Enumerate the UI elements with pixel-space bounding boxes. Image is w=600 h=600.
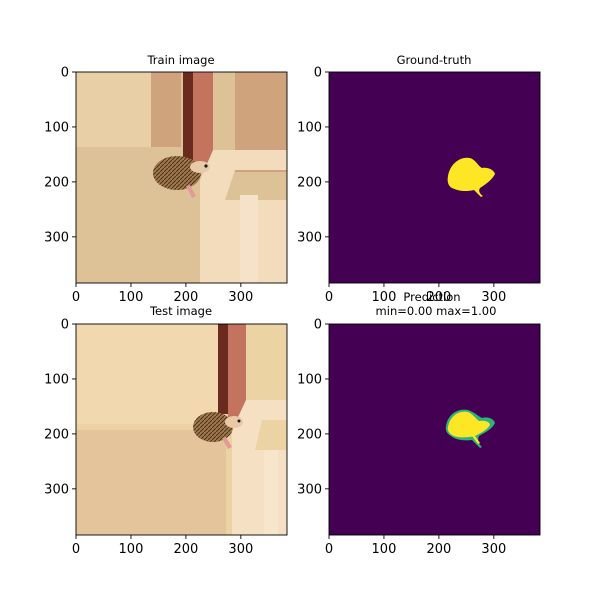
ground-truth-mask xyxy=(329,72,540,283)
panel-train-image: Train image 0 100 200 300 0 100 200 300 xyxy=(44,53,288,306)
x-tick-label: 0 xyxy=(325,290,333,305)
photo-floor-light xyxy=(240,195,258,283)
x-tick-label: 200 xyxy=(426,542,451,557)
axes-ticks-ground-truth: 0 100 200 300 0 100 200 300 xyxy=(297,66,506,306)
photo-hedgehog-eye xyxy=(237,419,241,423)
axes-frame-test xyxy=(75,323,288,536)
axes-frame-ground-truth xyxy=(328,71,541,284)
mask-hedgehog xyxy=(447,157,495,197)
photo-door-dark xyxy=(183,72,193,162)
mask-background xyxy=(329,324,540,535)
y-tick-label: 300 xyxy=(44,482,69,497)
axes-ticks-prediction: 0 100 200 300 0 100 200 300 xyxy=(297,318,506,558)
x-tick-label: 300 xyxy=(481,290,506,305)
panel-test-image: Test image 0 100 200 300 0 100 200 300 xyxy=(44,304,288,558)
y-tick-label: 0 xyxy=(314,66,322,81)
panel-subtitle-prediction: min=0.00 max=1.00 xyxy=(376,304,497,318)
mask-background xyxy=(329,72,540,283)
photo-wall-strip xyxy=(151,72,181,147)
y-tick-label: 200 xyxy=(44,427,69,442)
panel-prediction: Prediction min=0.00 max=1.00 0 100 200 3000… xyxy=(297,290,541,558)
photo-hedgehog-body xyxy=(193,412,233,442)
photo-floor-light xyxy=(264,450,278,535)
panel-title-ground-truth: Ground-truth xyxy=(397,53,472,67)
y-tick-label: 300 xyxy=(44,230,69,245)
x-tick-label: 100 xyxy=(119,290,144,305)
axes-ticks-test: 0 100 200 300 0 100 200 300 xyxy=(44,318,253,558)
y-tick-label: 200 xyxy=(297,175,322,190)
photo-hedgehog-foot xyxy=(222,437,232,449)
photo-wall-upper-left xyxy=(76,72,151,147)
x-tick-label: 100 xyxy=(372,290,397,305)
x-tick-label: 300 xyxy=(228,542,253,557)
photo-hedgehog-body xyxy=(153,156,201,190)
train-image-photo xyxy=(76,72,287,283)
x-tick-label: 0 xyxy=(72,542,80,557)
y-tick-label: 100 xyxy=(297,120,322,135)
x-tick-label: 0 xyxy=(72,290,80,305)
photo-hedgehog-foot xyxy=(186,185,196,198)
axes-frame-train xyxy=(75,71,288,284)
x-tick-label: 100 xyxy=(119,542,144,557)
panel-ground-truth: Ground-truth 0 100 200 300 0 100 200 300 xyxy=(297,53,541,306)
x-tick-label: 200 xyxy=(173,542,198,557)
photo-hedgehog-face xyxy=(190,161,210,173)
y-tick-label: 100 xyxy=(44,120,69,135)
y-tick-label: 0 xyxy=(314,318,322,333)
y-tick-label: 100 xyxy=(44,372,69,387)
photo-door-frame xyxy=(193,72,213,167)
photo-hedgehog-face xyxy=(225,416,243,428)
x-tick-label: 200 xyxy=(173,290,198,305)
mask-hedgehog-foot xyxy=(472,436,480,444)
photo-door-frame xyxy=(228,324,246,419)
y-tick-label: 200 xyxy=(297,427,322,442)
panel-title-prediction: Prediction xyxy=(403,290,460,304)
y-tick-label: 0 xyxy=(61,66,69,81)
photo-door-dark xyxy=(218,324,228,414)
test-image-photo xyxy=(76,324,287,535)
x-tick-label: 300 xyxy=(481,542,506,557)
x-tick-label: 100 xyxy=(372,542,397,557)
photo-wall-upper-left xyxy=(76,324,226,424)
panel-title-train: Train image xyxy=(146,53,214,67)
mask-hedgehog xyxy=(447,411,490,438)
axes-frame-prediction xyxy=(328,323,541,536)
axes-ticks-train: 0 100 200 300 0 100 200 300 xyxy=(44,66,253,306)
x-tick-label: 300 xyxy=(228,290,253,305)
y-tick-label: 0 xyxy=(61,318,69,333)
y-tick-label: 100 xyxy=(297,372,322,387)
y-tick-label: 300 xyxy=(297,230,322,245)
panel-title-test: Test image xyxy=(149,304,212,318)
prediction-mask xyxy=(329,324,540,535)
x-tick-label: 0 xyxy=(325,542,333,557)
y-tick-label: 300 xyxy=(297,482,322,497)
photo-hedgehog-eye xyxy=(204,164,208,168)
x-tick-label: 200 xyxy=(426,290,451,305)
y-tick-label: 200 xyxy=(44,175,69,190)
photo-wall-lower-left xyxy=(76,430,226,535)
